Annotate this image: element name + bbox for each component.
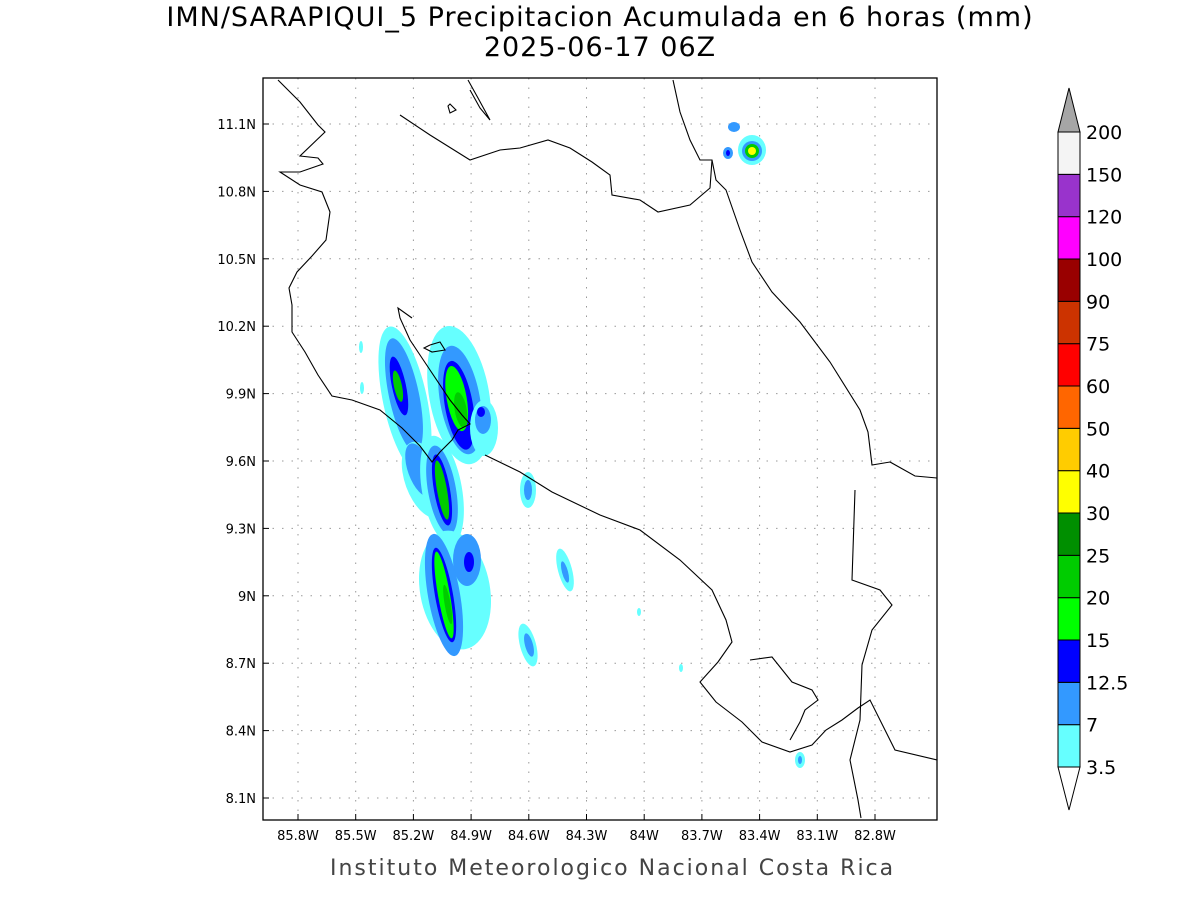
lat-tick-label: 11.1N <box>217 118 256 133</box>
colorbar-label: 40 <box>1086 461 1110 483</box>
precip-area <box>524 633 534 657</box>
colorbar-label: 100 <box>1086 249 1122 271</box>
map-title: IMN/SARAPIQUI_5 Precipitacion Acumulada … <box>166 2 1034 33</box>
precip-area <box>679 664 683 672</box>
lat-tick-label: 8.4N <box>226 725 256 740</box>
colorbar-label: 60 <box>1086 376 1110 398</box>
colorbar-label: 12.5 <box>1086 672 1128 694</box>
lon-tick-label: 85.5W <box>335 829 377 844</box>
coastline-pacific-north <box>277 79 471 463</box>
gulf-nicoya-island <box>422 341 446 353</box>
colorbar-swatch <box>1057 258 1081 302</box>
precip-area <box>798 756 802 764</box>
coastline-pacific-south <box>484 454 937 761</box>
colorbar-label: 90 <box>1086 291 1110 313</box>
colorbar-swatch <box>1057 216 1081 260</box>
footer-credit: Instituto Meteorologico Nacional Costa R… <box>330 856 896 881</box>
colorbar-swatch <box>1057 385 1081 429</box>
nicaragua-border <box>399 114 713 213</box>
colorbar-swatch <box>1057 724 1081 768</box>
colorbar-label: 7 <box>1086 715 1098 737</box>
island <box>447 103 457 114</box>
lat-tick-label: 9.9N <box>226 388 256 403</box>
colorbar-legend: 3.5 7 12.5 15 20 25 30 40 50 60 75 90 100 120 150 200 <box>1057 87 1128 811</box>
colorbar-label: 30 <box>1086 503 1110 525</box>
precip-area <box>360 382 364 394</box>
map-subtitle-date: 2025-06-17 06Z <box>483 32 717 63</box>
colorbar-label: 25 <box>1086 545 1110 567</box>
colorbar-swatch <box>1057 597 1081 641</box>
precip-area <box>434 460 450 520</box>
lon-tick-label: 84.6W <box>508 829 550 844</box>
colorbar-label: 120 <box>1086 207 1122 229</box>
lat-tick-label: 9.6N <box>226 455 256 470</box>
lat-tick-label: 8.1N <box>226 792 256 807</box>
lat-tick-label: 8.7N <box>226 657 256 672</box>
colorbar-swatch <box>1057 512 1081 556</box>
colorbar-swatch <box>1057 681 1081 726</box>
colorbar-label: 75 <box>1086 334 1110 356</box>
colorbar-label: 150 <box>1086 164 1122 186</box>
precip-area <box>728 122 740 132</box>
lon-tick-label: 85.8W <box>277 829 319 844</box>
lon-tick-label: 84.9W <box>450 829 492 844</box>
precip-area <box>464 552 474 572</box>
colorbar-swatch <box>1057 131 1081 175</box>
map-frame <box>262 77 938 821</box>
colorbar-label: 3.5 <box>1086 757 1116 779</box>
colorbar-swatch <box>1057 173 1081 218</box>
lon-tick-label: 84W <box>629 829 659 844</box>
lat-tick-label: 10.8N <box>217 185 256 200</box>
colorbar-swatch <box>1057 470 1081 514</box>
precip-area <box>524 480 532 500</box>
precip-area <box>359 341 363 353</box>
lat-tick-label: 9.3N <box>226 522 256 537</box>
lon-tick-label: 82.8W <box>854 829 896 844</box>
colorbar-label: 200 <box>1086 122 1122 144</box>
osa-peninsula <box>749 656 819 741</box>
lat-tick-label: 10.5N <box>217 253 256 268</box>
precip-area <box>726 150 730 156</box>
lat-tick-label: 10.2N <box>217 320 256 335</box>
panama-border <box>849 489 893 819</box>
colorbar-swatch <box>1057 554 1081 599</box>
coastline-caribbean <box>672 79 937 479</box>
colorbar-swatch <box>1057 300 1081 345</box>
colorbar-over-triangle <box>1057 87 1081 133</box>
colorbar-under-triangle <box>1057 766 1081 811</box>
precipitation-contours <box>359 122 805 768</box>
precip-area <box>454 392 468 428</box>
lon-tick-label: 83.1W <box>796 829 838 844</box>
grid-lines <box>263 78 937 820</box>
precip-area <box>560 561 570 583</box>
precip-area <box>637 608 641 616</box>
lat-tick-label: 9N <box>238 590 256 605</box>
precip-area <box>748 147 756 155</box>
colorbar-swatch <box>1057 639 1081 683</box>
lake-shore <box>467 79 491 121</box>
lon-tick-label: 83.4W <box>739 829 781 844</box>
lon-tick-label: 84.3W <box>566 829 608 844</box>
colorbar-swatch <box>1057 343 1081 387</box>
lon-tick-label: 85.2W <box>392 829 434 844</box>
coastlines <box>277 79 937 819</box>
precip-area <box>392 370 404 402</box>
lon-tick-label: 83.7W <box>681 829 723 844</box>
colorbar-label: 50 <box>1086 418 1110 440</box>
precip-area <box>477 407 485 417</box>
axis-ticks: 85.8W 85.5W 85.2W 84.9W 84.6W 84.3W 84W 83.7W 83… <box>217 118 896 844</box>
colorbar-swatch <box>1057 427 1081 472</box>
colorbar-label: 20 <box>1086 588 1110 610</box>
precip-area <box>443 584 453 625</box>
colorbar-label: 15 <box>1086 630 1110 652</box>
